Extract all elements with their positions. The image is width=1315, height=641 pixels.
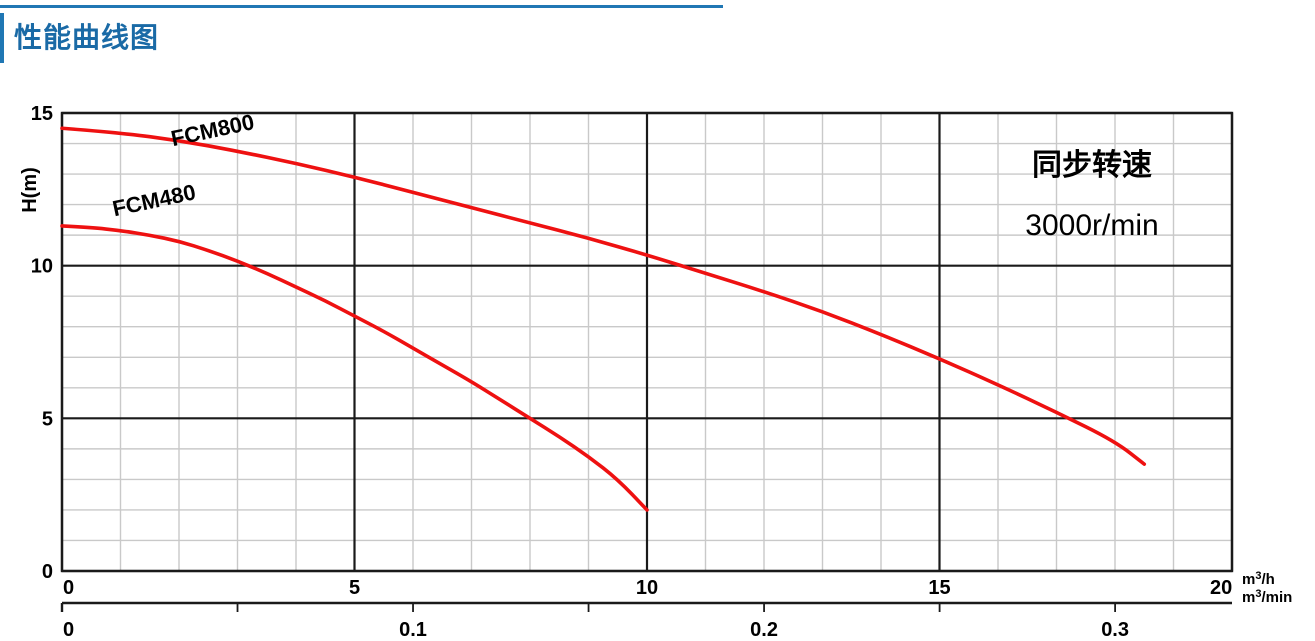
page-title: 性能曲线图 [14,22,160,53]
x-tick-label: 0 [63,577,74,599]
y-axis-tick-labels: 0 5 10 15 [31,103,53,583]
annotation-sync-speed-label: 同步转速 [1032,149,1152,182]
secondary-axis-tick-label: 0 [63,619,74,641]
secondary-x-axis: 0 0.1 0.2 0.3 [60,601,1232,641]
x-tick-label: 10 [636,577,658,599]
x-tick-label: 15 [928,577,950,599]
y-axis-title: H(m) [19,167,41,213]
plot-frame [60,111,1234,573]
y-tick-label: 5 [42,408,53,430]
unit-part: m [1242,589,1255,606]
x-axis-unit-primary: m3/h [1242,570,1275,588]
y-tick-label: 15 [31,103,53,125]
unit-part: m [1242,571,1255,588]
curve-fcm480 [60,224,649,512]
unit-part: /h [1261,571,1274,588]
secondary-axis-tick-label: 0.2 [750,619,778,641]
unit-superscript: 3 [1255,588,1261,600]
secondary-axis-tick-label: 0.3 [1101,619,1129,641]
title-accent-bar [0,13,4,63]
performance-curve-chart: FCM800 FCM480 0 5 10 15 20 0 5 10 15 0 0.1 0.2 0.3 … [0,90,1315,641]
secondary-axis-tick-label: 0.1 [399,619,427,641]
header-rule [0,5,723,8]
page-title-container: 性能曲线图 [0,12,159,64]
unit-superscript: 3 [1255,570,1261,582]
header-top-rule-band [0,0,723,10]
x-axis-unit-secondary: m3/min [1242,588,1292,606]
y-tick-label: 0 [42,561,53,583]
curve-label-fcm480: FCM480 [110,179,198,221]
x-tick-label: 20 [1210,577,1232,599]
x-axis-tick-labels: 0 5 10 15 20 [63,577,1232,599]
annotation-sync-speed-value: 3000r/min [1025,209,1158,242]
plot-border [60,111,1234,573]
y-tick-label: 10 [31,256,53,278]
unit-part: /min [1261,589,1292,606]
x-tick-label: 5 [349,577,360,599]
data-curves [60,126,1147,512]
curve-fcm800 [60,126,1147,466]
